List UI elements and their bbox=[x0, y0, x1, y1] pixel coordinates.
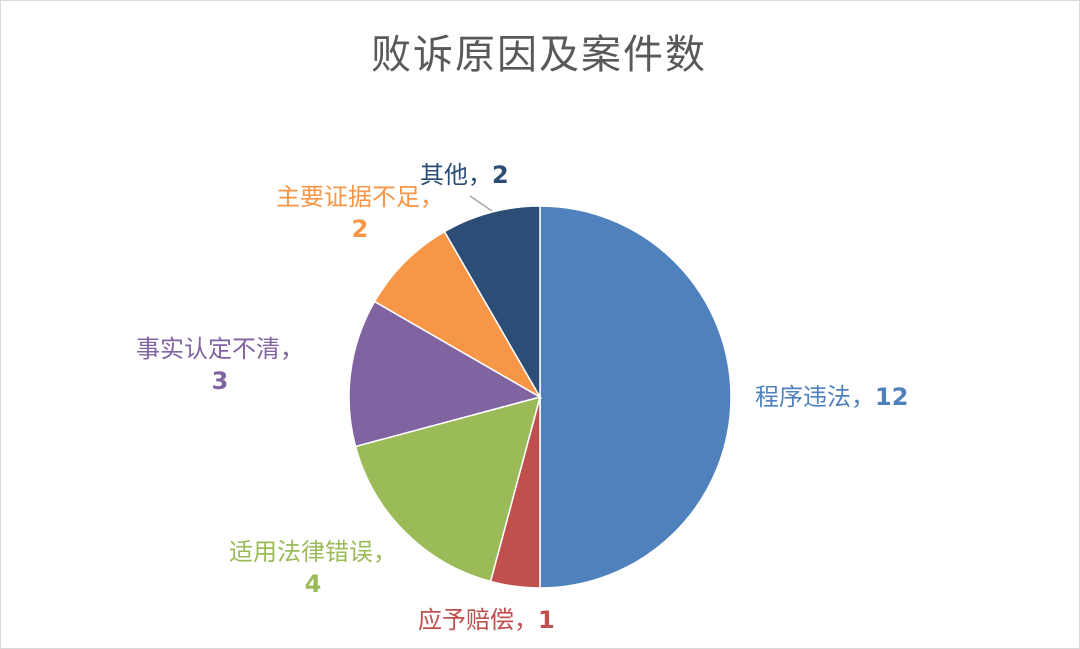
chart-title: 败诉原因及案件数 bbox=[371, 32, 707, 78]
leader-line bbox=[469, 195, 493, 212]
pie-slice-4 bbox=[373, 230, 543, 400]
data-label-3: 事实认定不清， 3 bbox=[136, 335, 304, 395]
pie-slice-3 bbox=[348, 300, 542, 448]
pie-slices bbox=[348, 205, 732, 589]
pie-slice-5 bbox=[443, 205, 541, 400]
data-label-4: 主要证据不足， 2 bbox=[276, 183, 444, 243]
pie-slice-0 bbox=[539, 205, 732, 589]
data-label-0: 程序违法，12 bbox=[755, 383, 909, 411]
data-label-5: 其他，2 bbox=[420, 161, 509, 189]
data-label-2: 适用法律错误， 4 bbox=[229, 538, 397, 598]
pie-slice-2 bbox=[354, 395, 542, 583]
data-label-1: 应予赔偿，1 bbox=[418, 606, 555, 634]
